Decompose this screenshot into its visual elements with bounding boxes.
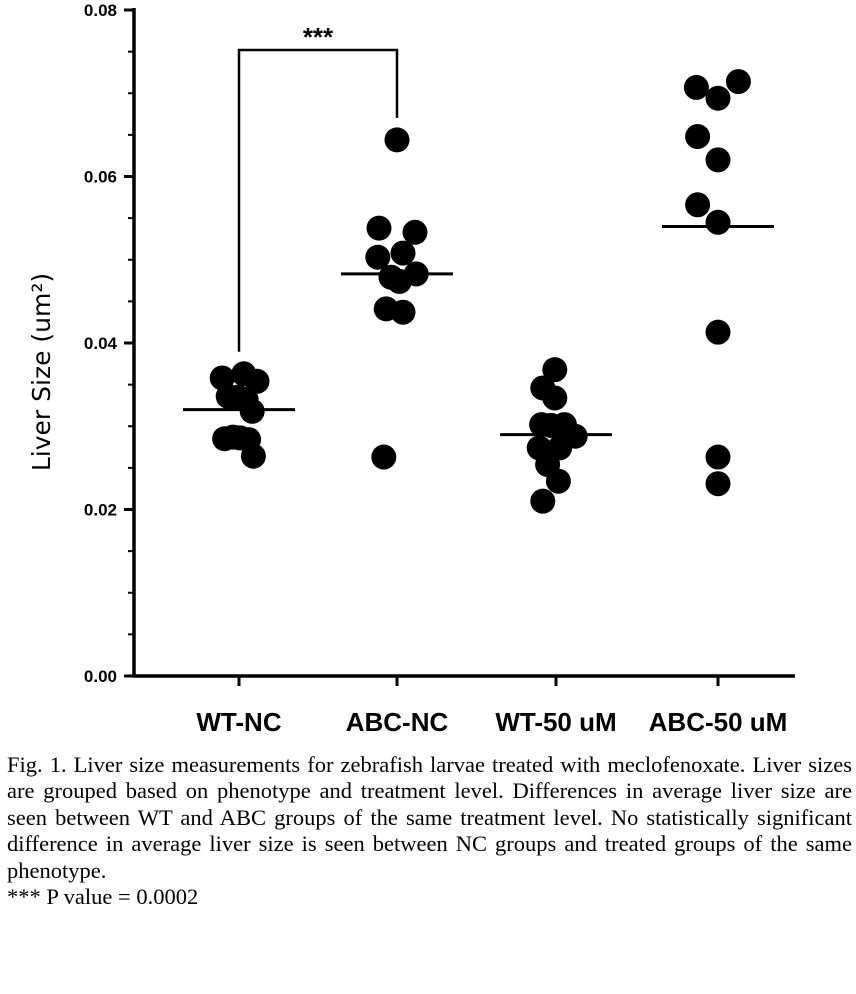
data-point: [239, 398, 265, 424]
data-point: [371, 444, 397, 470]
data-point: [240, 443, 266, 469]
data-point: [545, 468, 571, 494]
data-points: [209, 69, 751, 514]
data-point: [366, 215, 392, 241]
caption-text: Fig. 1. Liver size measurements for zebr…: [7, 752, 852, 883]
data-point: [685, 124, 711, 150]
y-tick-label: 0.02: [84, 501, 117, 520]
data-point: [705, 319, 731, 345]
data-point: [402, 219, 428, 245]
figure-caption: Fig. 1. Liver size measurements for zebr…: [7, 752, 852, 910]
x-tick-label: ABC-50 uM: [649, 707, 788, 737]
y-axis-label: Liver Size (um²): [27, 273, 56, 471]
liver-size-chart: 0.00 0.02 0.04 0.06 0.08 WT-NC ABC-NC WT-50 uM…: [27, 1, 795, 737]
data-point: [542, 385, 568, 411]
data-point: [685, 192, 711, 218]
significance-bracket: ***: [237, 22, 399, 352]
data-point: [390, 240, 416, 266]
data-point: [542, 357, 568, 383]
data-point: [705, 85, 731, 111]
data-point: [365, 244, 391, 270]
x-tick-label: ABC-NC: [346, 707, 449, 737]
mean-lines: [183, 224, 774, 437]
y-tick-label: 0.00: [84, 667, 117, 686]
data-point: [244, 368, 270, 394]
x-tick-label: WT-NC: [196, 707, 281, 737]
x-axis: WT-NC ABC-NC WT-50 uM ABC-50 uM: [132, 674, 795, 737]
data-point: [530, 488, 556, 514]
y-tick-label: 0.04: [84, 334, 118, 353]
p-value-note: *** P value = 0.0002: [7, 884, 199, 910]
y-axis: 0.00 0.02 0.04 0.06 0.08: [84, 1, 136, 686]
data-point: [705, 209, 731, 235]
x-tick-label: WT-50 uM: [495, 707, 616, 737]
y-tick-label: 0.06: [84, 168, 117, 187]
data-point: [725, 69, 751, 95]
data-point: [705, 147, 731, 173]
bracket-line: [237, 48, 399, 352]
significance-label: ***: [303, 22, 334, 52]
y-tick-label: 0.08: [84, 1, 117, 20]
data-point: [390, 299, 416, 325]
data-point: [683, 74, 709, 100]
data-point: [384, 127, 410, 153]
data-point: [705, 471, 731, 497]
data-point: [705, 444, 731, 470]
